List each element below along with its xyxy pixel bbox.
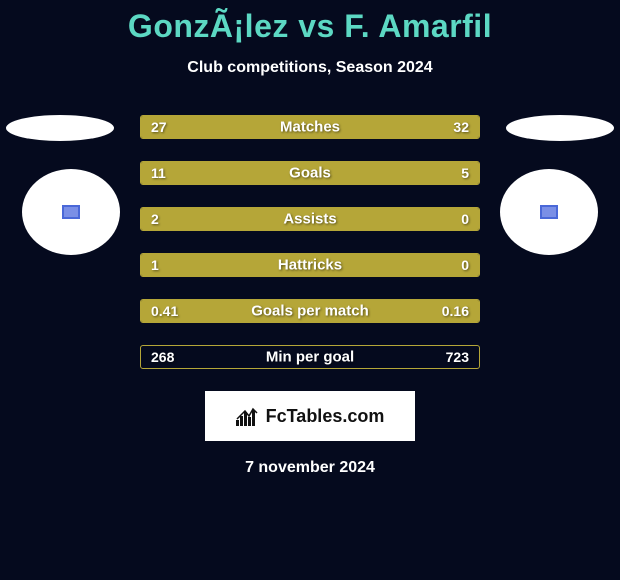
player-right-ellipse xyxy=(506,115,614,141)
stat-row: 1 0 Hattricks xyxy=(140,253,480,277)
stat-value-right: 723 xyxy=(446,349,469,365)
stat-row: 268 723 Min per goal xyxy=(140,345,480,369)
brand-logo-icon xyxy=(236,406,262,426)
stat-label: Hattricks xyxy=(278,257,342,274)
date-text: 7 november 2024 xyxy=(0,459,620,477)
page-title: GonzÃ¡lez vs F. Amarfil xyxy=(0,0,620,45)
player-right-avatar xyxy=(500,169,598,255)
comparison-bars: 27 32 Matches 11 5 Goals 2 0 Assists 1 0 Hattricks 0… xyxy=(140,115,480,369)
stat-label: Goals xyxy=(289,165,331,182)
stat-label: Assists xyxy=(283,211,336,228)
player-left-avatar xyxy=(22,169,120,255)
stat-value-left: 27 xyxy=(151,119,167,135)
stat-label: Matches xyxy=(280,119,340,136)
brand-text: FcTables.com xyxy=(266,406,385,427)
stat-value-right: 0 xyxy=(461,257,469,273)
subtitle: Club competitions, Season 2024 xyxy=(0,59,620,77)
stat-label: Goals per match xyxy=(251,303,369,320)
stat-value-right: 5 xyxy=(461,165,469,181)
player-left-ellipse xyxy=(6,115,114,141)
stat-value-right: 0.16 xyxy=(442,303,469,319)
placeholder-icon xyxy=(62,205,80,219)
stat-value-left: 268 xyxy=(151,349,174,365)
stat-value-right: 32 xyxy=(453,119,469,135)
stat-row: 11 5 Goals xyxy=(140,161,480,185)
stat-value-left: 11 xyxy=(151,165,166,181)
stat-row: 27 32 Matches xyxy=(140,115,480,139)
placeholder-icon xyxy=(540,205,558,219)
stat-value-left: 2 xyxy=(151,211,159,227)
brand-box: FcTables.com xyxy=(205,391,415,441)
stat-label: Min per goal xyxy=(266,349,354,366)
stat-value-left: 0.41 xyxy=(151,303,178,319)
stat-value-right: 0 xyxy=(461,211,469,227)
stat-row: 0.41 0.16 Goals per match xyxy=(140,299,480,323)
comparison-content: 27 32 Matches 11 5 Goals 2 0 Assists 1 0 Hattricks 0… xyxy=(0,115,620,477)
bar-fill-left xyxy=(141,162,374,184)
stat-row: 2 0 Assists xyxy=(140,207,480,231)
stat-value-left: 1 xyxy=(151,257,159,273)
